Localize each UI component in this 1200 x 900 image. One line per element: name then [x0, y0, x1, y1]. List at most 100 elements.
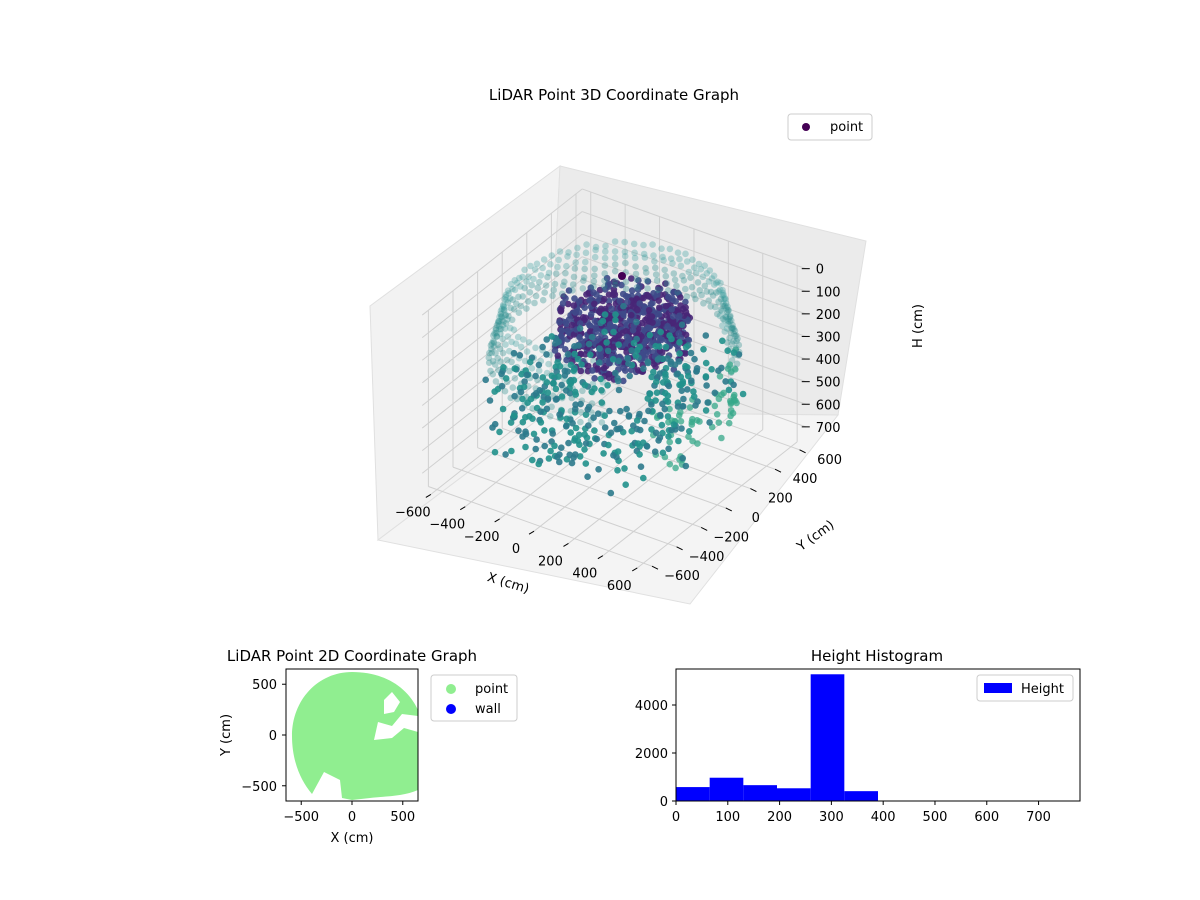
scatter-3d-point [641, 417, 648, 425]
scatter-3d-point [603, 339, 610, 346]
scatter-3d-point [650, 290, 657, 297]
scatter-3d-point [572, 405, 579, 413]
histogram-x-tick-label: 700 [1026, 810, 1051, 825]
scatter-3d-point [676, 350, 683, 357]
histogram-x-tick-label: 500 [923, 810, 948, 825]
scatter-3d-point [668, 335, 675, 343]
scatter-3d-point [523, 371, 531, 379]
scatter-3d-point [656, 355, 663, 362]
scatter-3d-point [648, 401, 655, 408]
x-tick-label-3d: 200 [538, 554, 563, 569]
scatter-3d-point [618, 281, 625, 289]
scatter-3d-point [500, 318, 507, 325]
scatter-3d-point [728, 340, 736, 348]
scatter-3d-point [673, 371, 680, 378]
scatter-3d-point [577, 409, 585, 416]
scatter-3d-point [636, 343, 643, 351]
scatter-3d-point [587, 284, 595, 292]
scatter-3d-point [688, 377, 695, 385]
scatter-3d-point [665, 445, 672, 453]
y-tick-3d [700, 526, 708, 531]
scatter-3d-point [499, 321, 507, 329]
scatter-3d-point [566, 378, 573, 386]
legend-3d-label: point [830, 120, 863, 135]
scatter-3d-point [568, 459, 576, 467]
scatter-3d-point [636, 410, 643, 418]
scatter-3d-point [631, 254, 639, 262]
scatter-3d-point [716, 312, 724, 320]
x-axis-label-2d: X (cm) [331, 831, 374, 846]
scatter-3d-point [663, 280, 671, 287]
scatter-3d-point [635, 277, 642, 284]
scatter-3d-point [628, 311, 635, 319]
scatter-3d-point [584, 473, 591, 481]
scatter-3d-point [581, 304, 588, 312]
scatter-3d-point [719, 286, 726, 294]
scatter-3d-point [601, 277, 608, 285]
scatter-3d-point [562, 346, 569, 353]
scatter-3d-point [591, 272, 598, 280]
scatter-3d-point [715, 395, 723, 403]
scatter-3d-point [599, 317, 607, 325]
scatter-3d-point [516, 274, 523, 282]
scatter-3d-point [607, 489, 615, 497]
scatter-3d-point [701, 262, 708, 270]
scatter-3d-point [588, 388, 595, 396]
scatter-3d-point [498, 313, 505, 321]
scatter-3d-point [591, 265, 598, 273]
scatter-3d-point [679, 272, 686, 280]
scatter-3d-point [670, 270, 678, 277]
scatter-3d-point [632, 270, 640, 278]
histogram-bar [709, 777, 744, 801]
scatter-3d-point [628, 287, 636, 294]
histogram-x-tick-label: 600 [974, 810, 999, 825]
scatter-3d-point [658, 421, 666, 429]
legend-2d-wall-marker [446, 704, 456, 714]
scatter-3d-point [533, 260, 541, 268]
scatter-3d-point [611, 335, 619, 342]
scatter-3d-point [586, 328, 594, 335]
scatter-3d-point [531, 299, 538, 307]
scatter-3d-point [589, 367, 596, 374]
scatter-3d-point [662, 343, 670, 351]
x-tick-3d [631, 567, 638, 572]
scatter-3d-point [688, 283, 696, 291]
x-tick-3d [563, 543, 569, 547]
scatter-3d-point [543, 351, 550, 358]
legend-2d-wall-label: wall [475, 702, 501, 717]
scatter-3d-point [649, 241, 656, 248]
scatter-3d-point [710, 272, 718, 280]
scatter-3d-point [682, 285, 689, 293]
scatter-3d-point [523, 305, 530, 312]
scatter-3d-point [511, 392, 518, 400]
scatter-3d-point [511, 365, 519, 372]
scatter-3d-point [626, 372, 633, 380]
scatter-3d-point [547, 413, 554, 420]
scatter-3d-point [489, 370, 497, 378]
point-cloud-2d-notch [384, 692, 400, 714]
scatter-3d-point [556, 318, 563, 326]
scatter-3d-point [555, 256, 562, 264]
histogram-x-tick-label: 400 [871, 810, 896, 825]
scatter-3d-point [700, 346, 707, 353]
scatter-3d-point [733, 337, 740, 345]
scatter-3d-point [724, 339, 731, 346]
scatter-3d-point [521, 284, 528, 292]
scatter-3d-point [591, 317, 599, 325]
scatter-3d-point [653, 277, 661, 284]
scatter-3d-point [563, 415, 570, 423]
scatter-3d-point [506, 367, 513, 375]
scatter-3d-point [488, 349, 496, 357]
scatter-3d-point [611, 261, 619, 268]
scatter-3d-point [567, 361, 575, 369]
scatter-3d-point [724, 306, 732, 314]
scatter-3d-point [562, 295, 569, 302]
histogram-x-tick-label: 300 [819, 810, 844, 825]
x-tick-label-3d: 600 [607, 579, 632, 594]
scatter-3d-point [585, 422, 592, 429]
grid-right-z [581, 278, 806, 360]
scatter-3d-point [728, 368, 735, 375]
scatter-3d-point [677, 262, 685, 270]
scatter-3d-point [513, 279, 521, 287]
